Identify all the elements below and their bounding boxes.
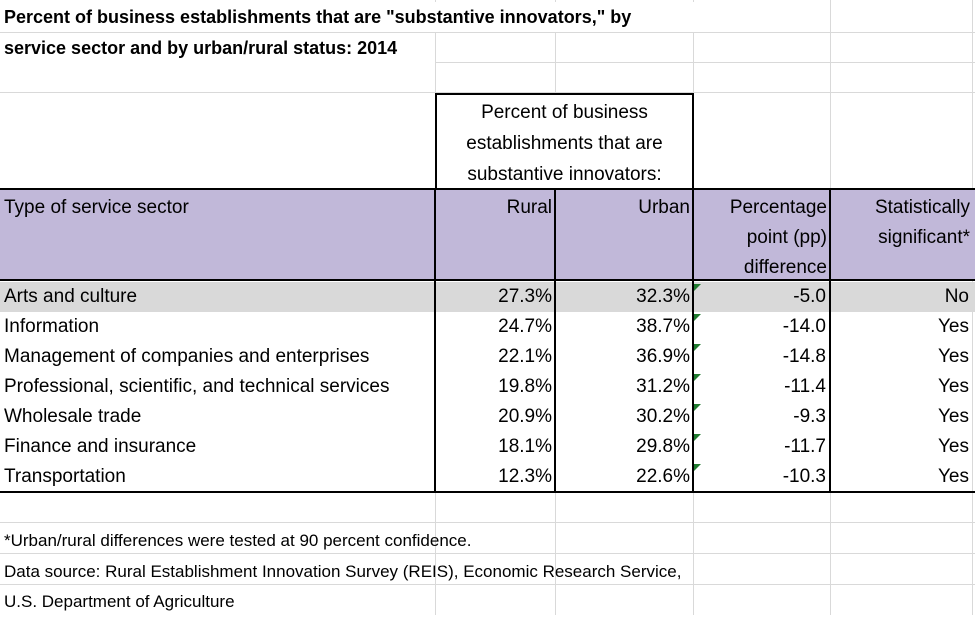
significant-cell: Yes (938, 466, 969, 487)
sector-cell: Finance and insurance (4, 436, 197, 457)
rural-cell: 24.7% (498, 316, 552, 337)
table-border (434, 188, 436, 492)
gridline (0, 584, 975, 585)
difference-cell: -11.7 (784, 436, 826, 457)
column-header-rural: Rural (506, 197, 552, 218)
significant-cell: Yes (938, 436, 969, 457)
rural-cell: 18.1% (498, 436, 552, 457)
table-title-line2: service sector and by urban/rural status… (0, 33, 435, 63)
rural-cell: 20.9% (498, 406, 552, 427)
group-header: Percent of business establishments that … (435, 93, 694, 189)
urban-cell: 22.6% (636, 466, 690, 487)
error-indicator-icon[interactable] (694, 344, 701, 351)
error-indicator-icon[interactable] (694, 404, 701, 411)
data-source-line2: U.S. Department of Agriculture (4, 592, 235, 611)
rural-cell: 27.3% (498, 286, 552, 307)
difference-cell: -5.0 (793, 286, 826, 307)
significant-header-line2: significant* (878, 227, 970, 248)
difference-header-line1: Percentage (729, 197, 827, 218)
table-border (692, 188, 694, 492)
difference-cell: -10.3 (782, 466, 826, 487)
sector-cell: Arts and culture (4, 286, 138, 307)
table-row: Professional, scientific, and technical … (0, 372, 975, 402)
gridline (0, 32, 975, 33)
table-bottom-border (0, 491, 975, 493)
urban-cell: 36.9% (636, 346, 690, 367)
sector-cell: Wholesale trade (4, 406, 142, 427)
difference-cell: -9.3 (793, 406, 826, 427)
urban-cell: 29.8% (636, 436, 690, 457)
difference-header-line3: difference (743, 257, 827, 278)
error-indicator-icon[interactable] (694, 284, 701, 291)
significant-cell: Yes (938, 316, 969, 337)
column-header-urban: Urban (638, 197, 690, 218)
gridline (0, 92, 975, 93)
group-header-line1: Percent of business (481, 102, 648, 123)
table-border (554, 188, 556, 492)
gridline (0, 553, 975, 554)
significant-header-line1: Statistically (874, 197, 970, 218)
table-row: Information 24.7% 38.7% -14.0 Yes (0, 312, 975, 342)
significant-cell: No (944, 286, 969, 307)
rural-cell: 22.1% (498, 346, 552, 367)
column-header-significant: Statistically significant* (832, 190, 970, 279)
rural-cell: 19.8% (498, 376, 552, 397)
data-source-line1: Data source: Rural Establishment Innovat… (4, 562, 682, 581)
sector-cell: Management of companies and enterprises (4, 346, 370, 367)
column-header-sector: Type of service sector (4, 197, 189, 218)
table-row: Transportation 12.3% 22.6% -10.3 Yes (0, 462, 975, 492)
sector-cell: Professional, scientific, and technical … (4, 376, 390, 397)
rural-cell: 12.3% (498, 466, 552, 487)
table-title-line1: Percent of business establishments that … (0, 2, 700, 32)
sector-cell: Transportation (4, 466, 126, 487)
table-row: Management of companies and enterprises … (0, 342, 975, 372)
difference-header-line2: point (pp) (746, 227, 827, 248)
column-header-band (0, 188, 975, 281)
table-border (829, 188, 831, 492)
error-indicator-icon[interactable] (694, 464, 701, 471)
urban-cell: 30.2% (636, 406, 690, 427)
urban-cell: 31.2% (636, 376, 690, 397)
sector-cell: Information (4, 316, 100, 337)
difference-cell: -14.0 (782, 316, 826, 337)
gridline (0, 522, 975, 523)
significant-cell: Yes (938, 406, 969, 427)
column-header-difference: Percentage point (pp) difference (695, 190, 827, 279)
urban-cell: 38.7% (636, 316, 690, 337)
group-header-line3: substantive innovators: (467, 164, 662, 185)
significant-cell: Yes (938, 346, 969, 367)
error-indicator-icon[interactable] (694, 374, 701, 381)
footnote: *Urban/rural differences were tested at … (4, 531, 472, 550)
table-row: Finance and insurance 18.1% 29.8% -11.7 … (0, 432, 975, 462)
difference-cell: -14.8 (782, 346, 826, 367)
error-indicator-icon[interactable] (694, 314, 701, 321)
urban-cell: 32.3% (636, 286, 690, 307)
table-row: Wholesale trade 20.9% 30.2% -9.3 Yes (0, 402, 975, 432)
difference-cell: -11.4 (784, 376, 826, 397)
group-header-line2: establishments that are (466, 133, 663, 154)
table-row: Arts and culture 27.3% 32.3% -5.0 No (0, 282, 975, 312)
significant-cell: Yes (938, 376, 969, 397)
gridline (0, 62, 975, 63)
error-indicator-icon[interactable] (694, 434, 701, 441)
